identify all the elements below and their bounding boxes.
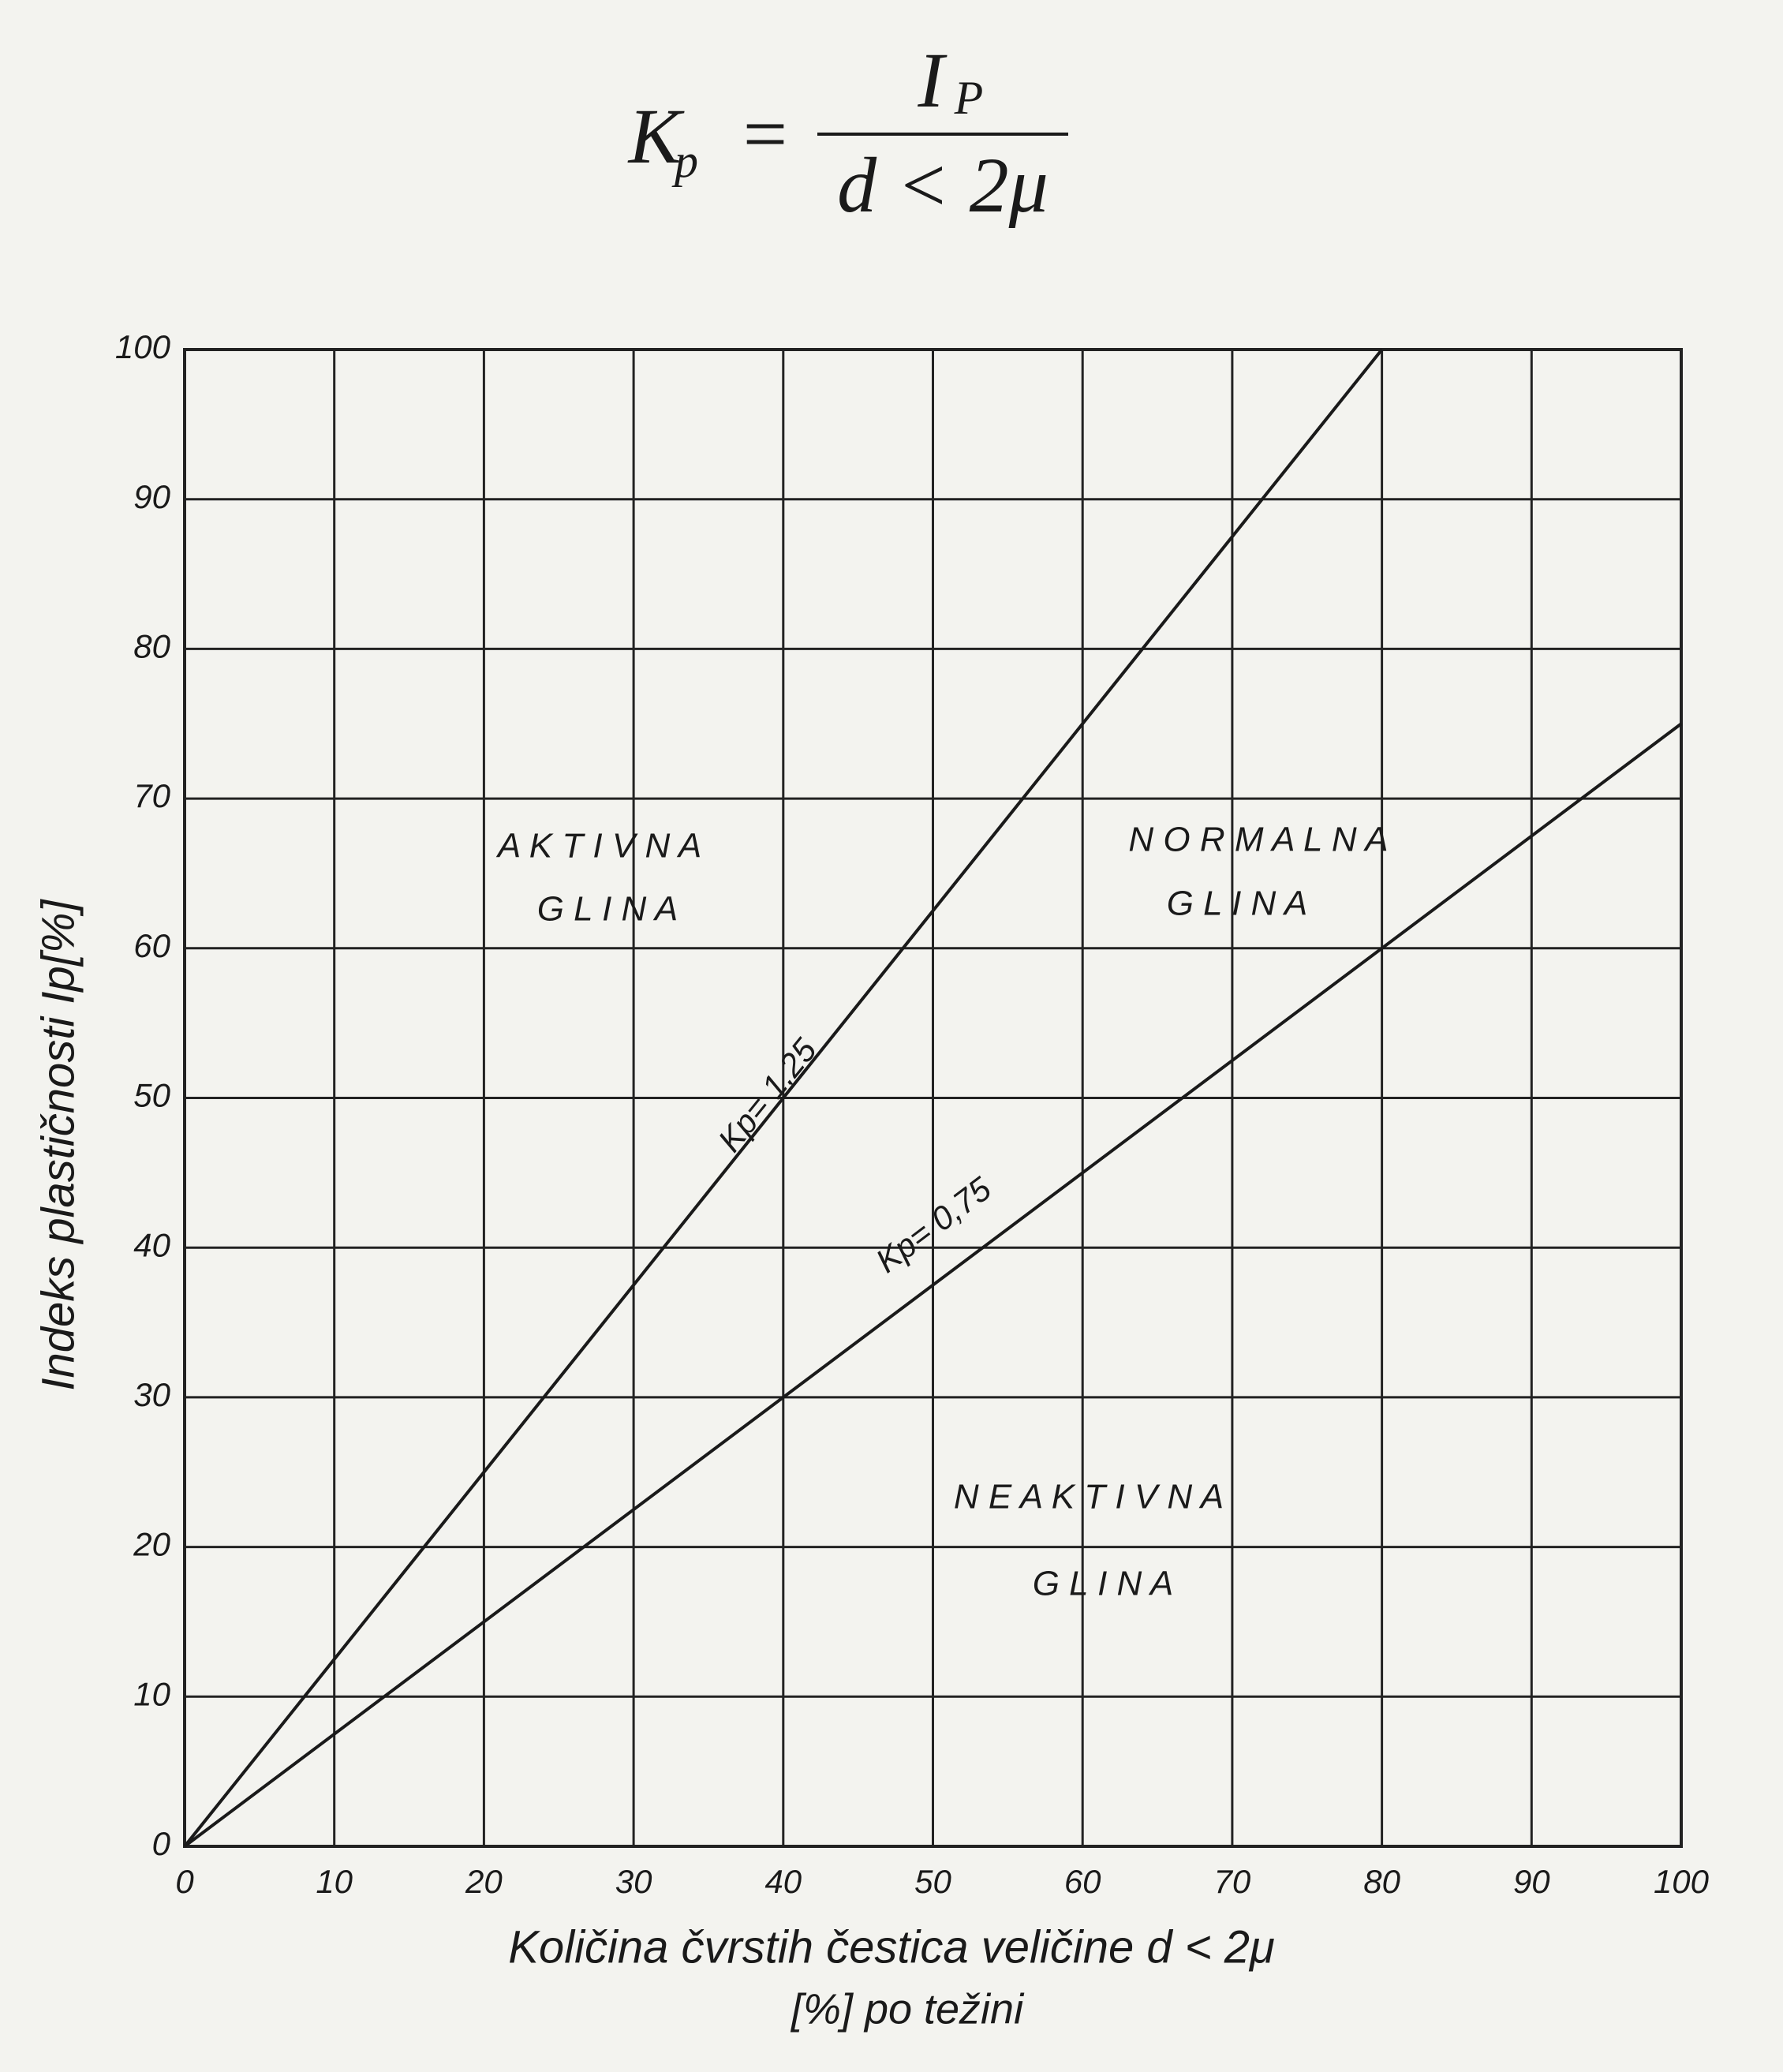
y-tick-label: 0	[152, 1825, 171, 1862]
region-label: N O R M A L N A	[1128, 821, 1388, 859]
y-tick-label: 40	[133, 1226, 170, 1263]
formula-numerator-sub: P	[954, 72, 984, 124]
y-tick-label: 50	[133, 1077, 170, 1114]
x-tick-label: 0	[175, 1863, 194, 1900]
x-tick-label: 70	[1214, 1863, 1251, 1900]
formula-lhs-sub: p	[671, 135, 698, 187]
y-tick-label: 80	[133, 627, 170, 664]
region-label: G L I N A	[537, 890, 678, 929]
formula-lhs: K	[627, 92, 685, 180]
formula-equals: =	[743, 90, 787, 178]
region-label: A K T I V N A	[495, 827, 701, 866]
y-tick-label: 90	[133, 478, 170, 515]
y-tick-label: 20	[133, 1526, 170, 1563]
y-axis-title: Indeks plastičnosti Ip[%]	[32, 899, 84, 1391]
region-label: G L I N A	[1167, 885, 1308, 923]
x-tick-label: 50	[914, 1863, 951, 1900]
x-tick-label: 100	[1654, 1863, 1710, 1900]
region-label: G L I N A	[1033, 1565, 1174, 1603]
y-tick-label: 10	[133, 1675, 170, 1712]
x-tick-label: 40	[764, 1863, 802, 1900]
formula-denominator: d < 2μ	[837, 141, 1048, 229]
series-line	[183, 722, 1683, 1848]
x-tick-label: 80	[1363, 1863, 1400, 1900]
plot-frame	[183, 348, 1683, 1848]
y-tick-label: 30	[133, 1376, 170, 1413]
series-line	[183, 348, 1384, 1848]
x-tick-label: 60	[1064, 1863, 1101, 1900]
x-tick-label: 10	[316, 1863, 353, 1900]
formula-numerator: I	[917, 36, 948, 124]
x-axis-title: Količina čvrstih čestica veličine d < 2μ	[508, 1921, 1274, 1973]
x-tick-label: 20	[465, 1863, 503, 1900]
y-tick-label: 100	[115, 328, 171, 365]
x-tick-label: 30	[615, 1863, 652, 1900]
x-tick-label: 90	[1513, 1863, 1550, 1900]
y-tick-label: 60	[133, 927, 170, 964]
region-label: N E A K T I V N A	[954, 1478, 1224, 1517]
y-tick-label: 70	[133, 777, 170, 814]
x-axis-title: [%] po težini	[790, 1985, 1025, 2033]
